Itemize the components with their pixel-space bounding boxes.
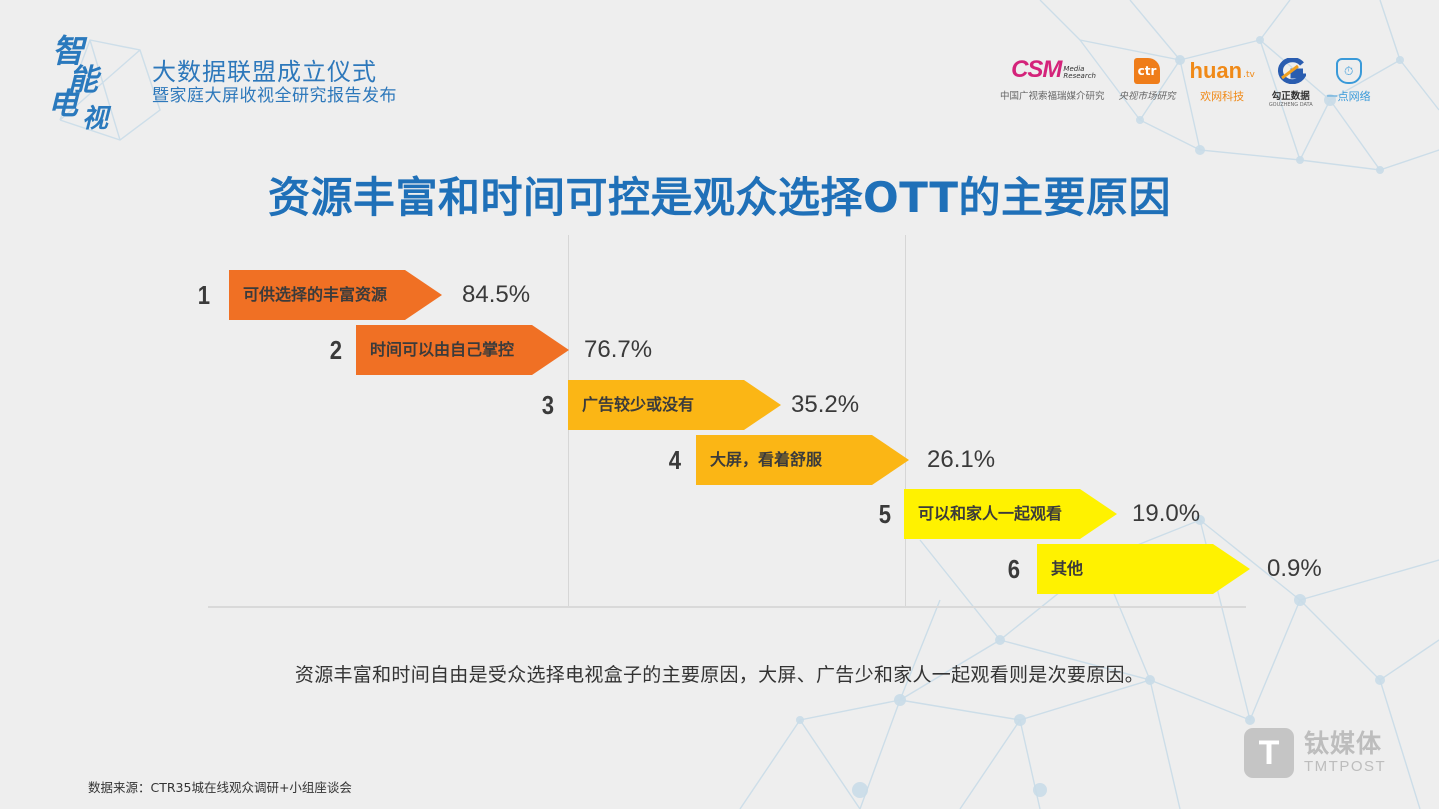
event-subtitle: 暨家庭大屏收视全研究报告发布 xyxy=(152,86,397,106)
bar-row-6: 其他 xyxy=(1037,544,1250,594)
tmtpost-logo-icon: T xyxy=(1244,728,1294,778)
partner-logos: CSM Media Research 中国广视索福瑞媒介研究 ctr 央视市场研… xyxy=(1000,52,1385,108)
arrow-bar-shape xyxy=(1037,544,1250,594)
bar-label: 大屏，看着舒服 xyxy=(710,450,823,469)
bar-value: 35.2% xyxy=(791,391,860,418)
page-title: 资源丰富和时间可控是观众选择OTT的主要原因 xyxy=(268,173,1171,222)
arrow-bar-shape xyxy=(229,270,442,320)
clock-icon: ⏱ xyxy=(1335,58,1362,84)
partner-caption: 一点网络 xyxy=(1326,90,1371,103)
partner-caption: 勾正数据 xyxy=(1271,91,1310,102)
partner-gouzheng: 勾正数据 GOUZHENG DATA xyxy=(1269,52,1313,108)
partner-ctr: ctr 央视市场研究 xyxy=(1119,52,1176,102)
partner-caption-small: GOUZHENG DATA xyxy=(1268,102,1313,108)
summary-text: 资源丰富和时间自由是受众选择电视盒子的主要原因，大屏、广告少和家人一起观看则是次… xyxy=(294,664,1145,686)
arrow-bar-shape xyxy=(696,435,909,485)
partner-caption: 中国广视索福瑞媒介研究 xyxy=(1000,91,1105,102)
huan-logo-subtext: .tv xyxy=(1243,70,1255,80)
rank-number: 5 xyxy=(878,499,891,529)
data-source: 数据来源：CTR35城在线观众调研+小组座谈会 xyxy=(88,780,352,795)
partner-huan: huan .tv 欢网科技 xyxy=(1190,52,1255,104)
bar-row-3: 广告较少或没有 xyxy=(568,380,781,430)
bar-value: 0.9% xyxy=(1267,555,1322,582)
csm-logo-subtext: Media Research xyxy=(1063,65,1096,80)
bar-value: 19.0% xyxy=(1132,500,1201,527)
logo-glyph: 智 xyxy=(52,32,85,70)
logo-glyph: 视 xyxy=(82,104,109,134)
partner-yidian: ⏱ 一点网络 xyxy=(1327,52,1371,104)
watermark-en: TMTPOST xyxy=(1304,758,1387,775)
chart-divider-line xyxy=(905,235,906,607)
bar-value: 76.7% xyxy=(584,336,653,363)
gouzheng-logo-icon xyxy=(1277,58,1306,84)
logo-glyph: 能 xyxy=(68,63,98,98)
bar-row-2: 时间可以由自己掌控 xyxy=(356,325,569,375)
bar-value: 84.5% xyxy=(462,281,531,308)
rank-number: 6 xyxy=(1007,554,1020,584)
chart-baseline xyxy=(208,606,1246,608)
bar-label: 时间可以由自己掌控 xyxy=(370,340,515,359)
bar-value: 26.1% xyxy=(927,446,996,473)
bar-label: 广告较少或没有 xyxy=(582,395,695,414)
logo-glyph: 电 xyxy=(48,87,78,122)
ctr-logo-icon: ctr xyxy=(1134,58,1161,84)
rank-number: 4 xyxy=(668,445,681,475)
watermark-cn: 钛媒体 xyxy=(1304,729,1383,758)
bar-label: 其他 xyxy=(1051,559,1084,578)
arrow-bar-shape xyxy=(904,489,1117,539)
event-title: 大数据联盟成立仪式 xyxy=(152,58,377,86)
arrow-bar-shape xyxy=(568,380,781,430)
rank-number: 1 xyxy=(197,280,210,310)
event-logo: 智 能 电 视 xyxy=(40,28,150,138)
partner-caption: 欢网科技 xyxy=(1200,90,1245,103)
arrow-bar-shape xyxy=(356,325,569,375)
rank-number: 3 xyxy=(541,390,554,420)
huan-logo-icon: huan xyxy=(1189,58,1243,83)
bar-label: 可供选择的丰富资源 xyxy=(243,285,388,304)
bar-label: 可以和家人一起观看 xyxy=(918,504,1063,523)
rank-number: 2 xyxy=(329,335,342,365)
csm-logo-icon: CSM xyxy=(1011,56,1062,83)
bar-row-1: 可供选择的丰富资源 xyxy=(229,270,442,320)
bar-row-5: 可以和家人一起观看 xyxy=(904,489,1117,539)
partner-caption: 央视市场研究 xyxy=(1118,91,1176,102)
bar-row-4: 大屏，看着舒服 xyxy=(696,435,909,485)
partner-csm: CSM Media Research 中国广视索福瑞媒介研究 xyxy=(1000,52,1105,102)
tmtpost-watermark: T 钛媒体 TMTPOST xyxy=(1244,728,1386,778)
